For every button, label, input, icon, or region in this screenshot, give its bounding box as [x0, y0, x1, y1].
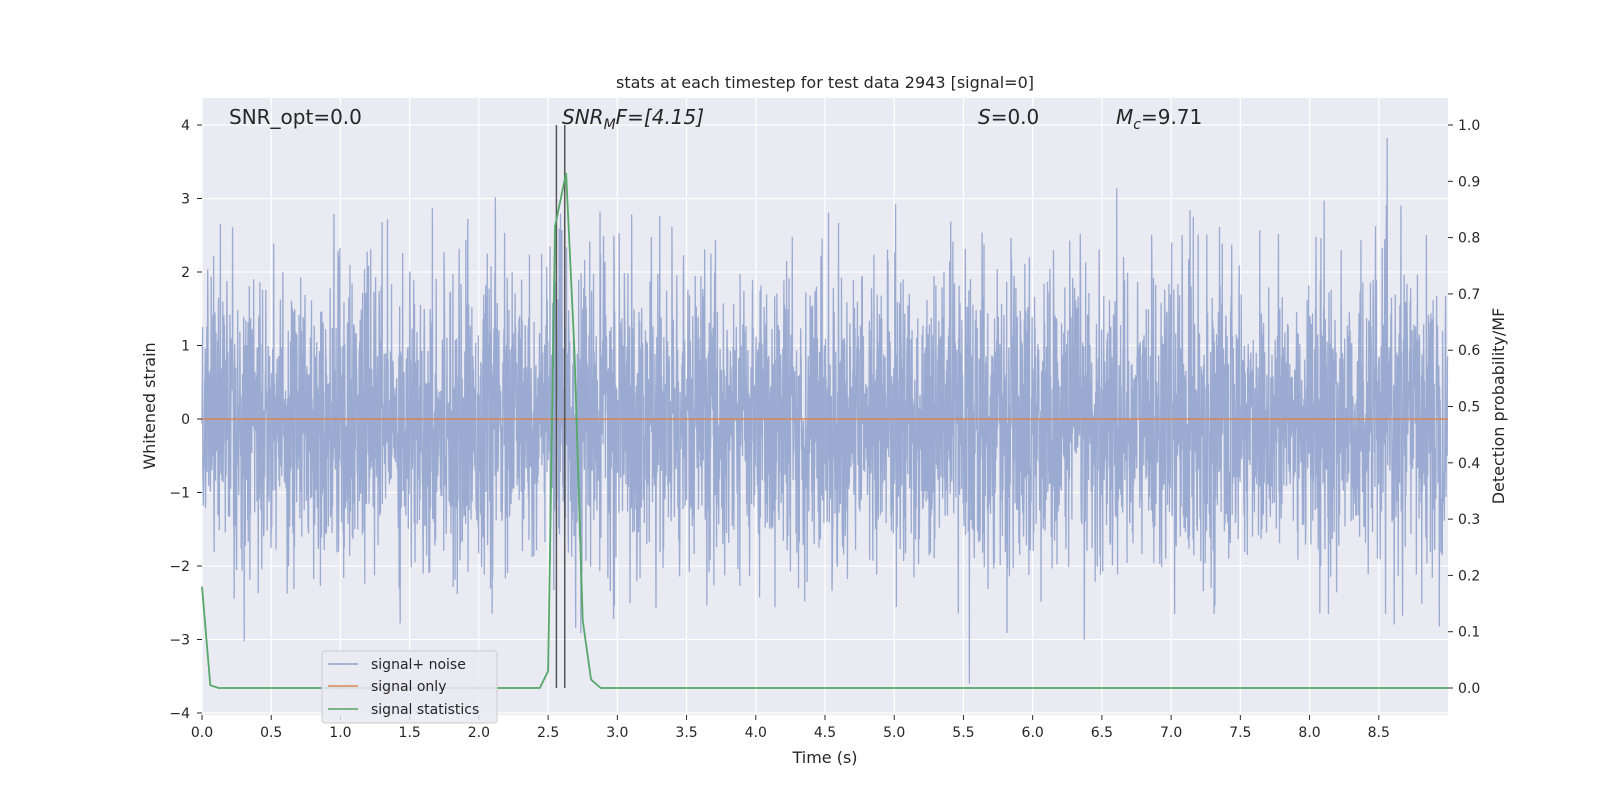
y-tick-label: 2: [181, 265, 190, 281]
legend-box: [321, 650, 498, 724]
x-tick-label: 5.0: [883, 725, 905, 741]
annotation-mc: Mc=9.71: [1116, 105, 1202, 133]
y2-tick-label: 0.6: [1458, 343, 1480, 359]
signal-statistics-line: [201, 172, 1448, 689]
x-tick-label: 4.5: [814, 725, 836, 741]
x-tick-label: 0.0: [191, 725, 213, 741]
y-axis-title: Whitened strain: [140, 342, 159, 469]
annotation-snr-mf: SNRMF=[4.15]: [562, 105, 704, 133]
y2-axis-title: Detection probability/MF: [1489, 308, 1508, 505]
y-tick-label: −3: [169, 633, 190, 649]
x-tick-label: 2.5: [537, 725, 559, 741]
chart-title: stats at each timestep for test data 294…: [616, 73, 1034, 92]
y-tick-label: −1: [169, 486, 190, 502]
signal-noise-line: [201, 137, 1449, 684]
x-tick-label: 3.0: [606, 725, 628, 741]
signal-noise-series: [201, 137, 1449, 684]
legend: signal+ noise signal only signal statist…: [321, 650, 498, 724]
x-tick-label: 6.5: [1091, 725, 1113, 741]
y2-tick-label: 0.2: [1458, 568, 1480, 584]
legend-label-signal-statistics: signal statistics: [371, 702, 479, 718]
x-tick-label: 3.5: [675, 725, 697, 741]
x-tick-label: 4.0: [745, 725, 767, 741]
annotation-snr-opt: SNR_opt=0.0: [229, 105, 362, 129]
y2-tick-label: 0.7: [1458, 287, 1480, 303]
y-tick-label: −4: [169, 706, 190, 722]
y-tick-label: 1: [181, 339, 190, 355]
x-tick-label: 2.0: [468, 725, 490, 741]
y2-tick-label: 0.3: [1458, 512, 1480, 528]
x-tick-label: 1.0: [329, 725, 351, 741]
y2-tick-label: 0.1: [1458, 625, 1480, 641]
legend-label-signal-only: signal only: [371, 679, 446, 695]
y2-tick-label: 0.5: [1458, 400, 1480, 416]
x-axis-ticks: 0.0 0.5 1.0 1.5 2.0 2.5 3.0 3.5 4.0 4.5 5.0 5.5 6.0 6…: [191, 715, 1390, 741]
y-tick-label: 0: [181, 412, 190, 428]
y2-axis-ticks: 1.0 0.9 0.8 0.7 0.6 0.5 0.4 0.3 0.2 0.1 0.0: [1448, 118, 1480, 697]
x-tick-label: 8.0: [1298, 725, 1320, 741]
series-layer: [201, 125, 1448, 689]
x-tick-label: 1.5: [399, 725, 421, 741]
annotation-s: S=0.0: [978, 105, 1039, 129]
x-tick-label: 7.0: [1160, 725, 1182, 741]
x-tick-label: 8.5: [1368, 725, 1390, 741]
y2-tick-label: 0.8: [1458, 231, 1480, 247]
x-axis-title: Time (s): [791, 748, 857, 767]
y-tick-label: 4: [181, 118, 190, 134]
y2-tick-label: 0.4: [1458, 456, 1480, 472]
x-tick-label: 7.5: [1229, 725, 1251, 741]
y2-tick-label: 1.0: [1458, 118, 1480, 134]
x-tick-label: 5.5: [952, 725, 974, 741]
y-tick-label: −2: [169, 559, 190, 575]
y-tick-label: 3: [181, 192, 190, 208]
y-axis-ticks: 4 3 2 1 0 −1 −2 −3 −4: [169, 118, 202, 722]
x-tick-label: 6.0: [1022, 725, 1044, 741]
y2-tick-label: 0.9: [1458, 174, 1480, 190]
legend-label-signal-noise: signal+ noise: [371, 657, 466, 673]
x-tick-label: 0.5: [260, 725, 282, 741]
y2-tick-label: 0.0: [1458, 681, 1480, 697]
